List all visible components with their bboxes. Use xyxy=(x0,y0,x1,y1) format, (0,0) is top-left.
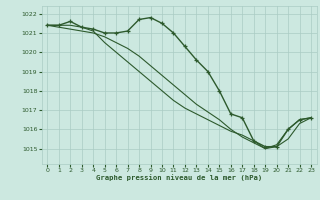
X-axis label: Graphe pression niveau de la mer (hPa): Graphe pression niveau de la mer (hPa) xyxy=(96,175,262,181)
